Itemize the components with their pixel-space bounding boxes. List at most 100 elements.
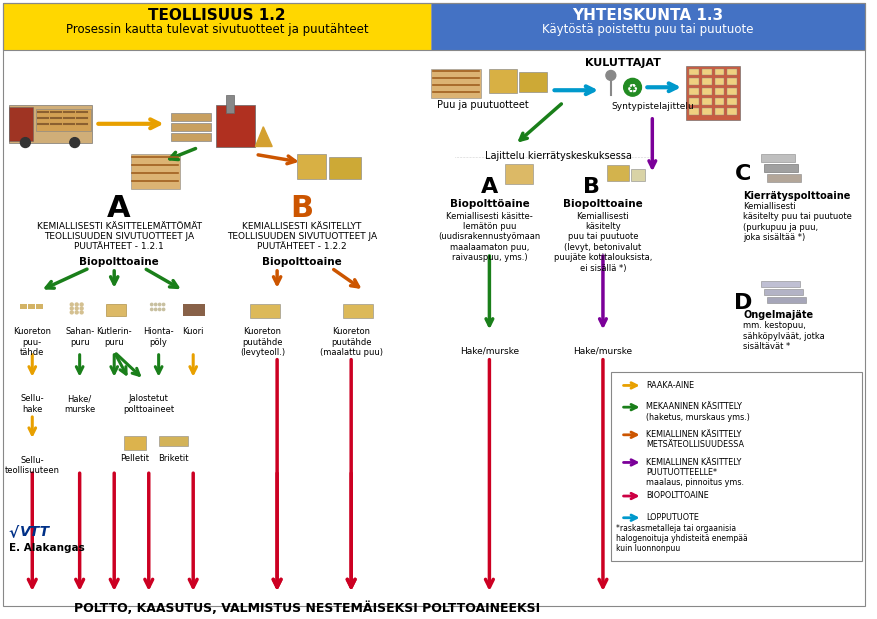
Bar [431,69,481,98]
Text: Hake/murske: Hake/murske [574,347,632,356]
Bar [715,79,724,85]
Text: TEOLLISUUS 1.2: TEOLLISUUS 1.2 [148,8,286,24]
Text: Kutlerin-
puru: Kutlerin- puru [96,327,132,347]
Text: Hake/murske: Hake/murske [460,347,519,356]
Bar [9,105,92,142]
Circle shape [70,303,74,306]
Bar [715,108,724,115]
Bar [766,174,802,182]
Bar [159,436,189,446]
Bar [20,305,27,310]
Text: Hake/
murske: Hake/ murske [64,394,96,413]
Polygon shape [255,127,272,147]
Bar [3,3,431,50]
Text: B: B [582,177,600,197]
Bar [216,105,255,147]
Text: B: B [290,194,313,223]
Text: Kemiallisesti käsitte-
lemätön puu
(uudisrakennustyömaan
maalaamaton puu,
raivau: Kemiallisesti käsitte- lemätön puu (uudi… [438,212,540,262]
Circle shape [20,137,31,147]
Bar [183,305,205,316]
Bar [764,164,798,172]
Circle shape [162,308,165,311]
Text: Käytöstä poistettu puu tai puutuote: Käytöstä poistettu puu tai puutuote [542,23,753,36]
Bar [702,98,711,105]
Circle shape [75,303,78,306]
Text: C: C [735,164,752,184]
Text: Kuoreton
puutähde
(levyteoll.): Kuoreton puutähde (levyteoll.) [239,327,285,357]
Bar [36,305,43,310]
Text: MEKAANINEN KÄSITTELY
(haketus, murskaus yms.): MEKAANINEN KÄSITTELY (haketus, murskaus … [646,402,750,422]
Text: Puu ja puutuotteet: Puu ja puutuotteet [437,100,528,110]
Bar [505,164,533,184]
Text: BIOPOLTTOAINE: BIOPOLTTOAINE [646,491,709,500]
Text: POLTTO, KAASUTUS, VALMISTUS NESTEMÄISEKSI POLTTOAINEEKSI: POLTTO, KAASUTUS, VALMISTUS NESTEMÄISEKS… [74,602,540,615]
Bar [702,79,711,85]
Bar [702,89,711,95]
Circle shape [70,137,80,147]
Circle shape [80,307,83,310]
Bar [688,79,699,85]
Bar [28,305,35,310]
Bar [607,165,629,181]
Text: Biopolttöaine: Biopolttöaine [450,199,530,209]
Text: *raskasmetalleja tai orgaanisia
halogenoituja yhdisteitä enempää
kuin luonnonpuu: *raskasmetalleja tai orgaanisia halogeno… [616,524,747,553]
Text: mm. kestopuu,
sähköpylväät, jotka
sisältävät *: mm. kestopuu, sähköpylväät, jotka sisält… [743,321,825,351]
Bar [715,89,724,95]
Bar [764,288,803,295]
Text: Biopolttoaine: Biopolttoaine [262,257,342,267]
Bar [688,98,699,105]
Bar [727,98,738,105]
Text: Kemiallisesti
käsitelty
puu tai puutuote
(levyt, betonivalut
puujäte kotitalouks: Kemiallisesti käsitelty puu tai puutuote… [553,212,652,273]
Text: Kuori: Kuori [182,327,204,336]
Bar [131,154,181,189]
Bar [727,89,738,95]
Bar [686,66,740,120]
Bar [124,436,146,449]
Bar [330,157,361,179]
Bar [727,69,738,76]
Bar [297,154,326,179]
Circle shape [154,303,157,306]
Text: Pelletit: Pelletit [120,454,149,462]
Circle shape [159,308,160,311]
Bar [489,69,517,93]
Circle shape [154,308,157,311]
Bar [431,3,865,50]
Bar [519,72,546,92]
Text: D: D [734,293,752,313]
Bar [688,108,699,115]
Bar [36,109,90,131]
Bar [727,108,738,115]
Text: A: A [107,194,131,223]
Text: KEMIALLISESTI KÄSITELLYT
TEOLLISUUDEN SIVUTUOTTEET JA
PUUTÄHTEET - 1.2.2: KEMIALLISESTI KÄSITELLYT TEOLLISUUDEN SI… [227,222,377,251]
Circle shape [151,303,153,306]
Circle shape [75,307,78,310]
Text: Sellu-
hake: Sellu- hake [20,394,44,413]
Text: E. Alakangas: E. Alakangas [9,543,84,553]
Text: Kemiallisesti
käsitelty puu tai puutuote
(purkupuu ja puu,
joka sisältää *): Kemiallisesti käsitelty puu tai puutuote… [743,202,852,242]
Bar [715,98,724,105]
Bar [631,169,645,181]
Bar [3,3,865,50]
Bar [702,69,711,76]
Bar [172,132,211,141]
Text: KEMIALLINEN KÄSITTELY
METSÄTEOLLISUUDESSA: KEMIALLINEN KÄSITTELY METSÄTEOLLISUUDESS… [646,430,745,449]
Text: Kuoreton
puu-
tähde: Kuoreton puu- tähde [13,327,51,357]
Text: Kuoreton
puutähde
(maalattu puu): Kuoreton puutähde (maalattu puu) [320,327,382,357]
Text: Biopolttoaine: Biopolttoaine [79,257,159,267]
Text: Biopolttoaine: Biopolttoaine [563,199,643,209]
Circle shape [151,308,153,311]
Text: VTT: VTT [20,525,51,539]
Text: Sahan-
puru: Sahan- puru [65,327,95,347]
Bar [761,281,801,287]
Circle shape [70,311,74,314]
Bar [715,69,724,76]
Text: LOPPUTUOTE: LOPPUTUOTE [646,513,699,522]
Circle shape [80,303,83,306]
Text: Ongelmajäte: Ongelmajäte [743,310,813,321]
Bar [766,297,806,303]
Text: Kierrätyspolttoaine: Kierrätyspolttoaine [743,191,851,201]
Circle shape [624,79,641,96]
Bar [727,79,738,85]
Bar [251,305,280,318]
